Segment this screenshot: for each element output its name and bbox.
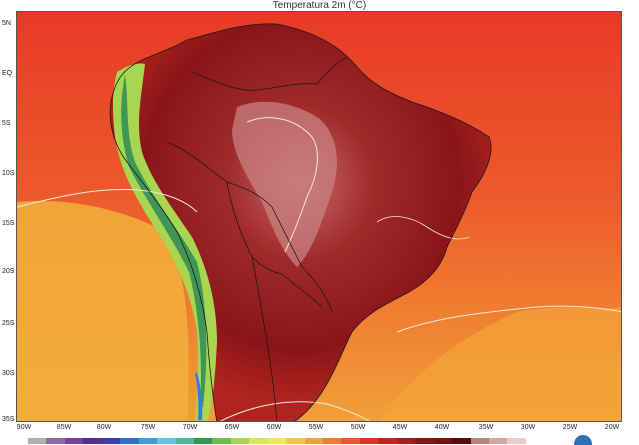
colorbar-swatch bbox=[341, 438, 360, 444]
colorbar-swatch bbox=[304, 438, 323, 444]
colorbar-swatch bbox=[359, 438, 379, 444]
temperature-map bbox=[16, 11, 622, 422]
lon-label-85w: 85W bbox=[56, 424, 72, 431]
andes-peaks bbox=[195, 372, 203, 420]
lat-label-5s: 5S bbox=[2, 120, 11, 127]
colorbar-swatch bbox=[323, 438, 342, 444]
isotherm-contour-3 bbox=[396, 305, 621, 333]
colorbar-swatch bbox=[46, 438, 65, 444]
isotherm-contour-5 bbox=[376, 216, 470, 240]
isotherm-contour-4 bbox=[219, 401, 370, 421]
colorbar-swatch bbox=[83, 438, 102, 444]
lon-label-55w: 55W bbox=[308, 424, 324, 431]
lat-label-eq: EQ bbox=[2, 70, 13, 77]
colorbar-swatch bbox=[138, 438, 158, 444]
andes-cool-strip bbox=[112, 63, 217, 421]
colorbar-swatch bbox=[193, 438, 213, 444]
lat-label-5n: 5N bbox=[2, 20, 11, 27]
lon-label-50w: 50W bbox=[350, 424, 366, 431]
lat-label-20s: 20S bbox=[2, 268, 15, 275]
colorbar-swatch bbox=[286, 438, 305, 444]
lon-label-35w: 35W bbox=[478, 424, 494, 431]
pacific-cool-zone bbox=[17, 201, 189, 421]
colorbar-swatch bbox=[452, 438, 471, 444]
colorbar-swatch bbox=[101, 438, 121, 444]
temperature-colorbar bbox=[28, 438, 526, 444]
lat-label-15s: 15S bbox=[2, 220, 15, 227]
lon-label-60w: 60W bbox=[266, 424, 282, 431]
colorbar-swatch bbox=[470, 438, 489, 444]
country-borders bbox=[109, 23, 492, 421]
lon-label-65w: 65W bbox=[224, 424, 240, 431]
colorbar-swatch bbox=[64, 438, 84, 444]
map-title: Temperatura 2m (°C) bbox=[272, 0, 367, 11]
lon-label-90w: 90W bbox=[16, 424, 32, 431]
lon-label-70w: 70W bbox=[182, 424, 198, 431]
colorbar-swatch bbox=[249, 438, 268, 444]
lon-label-75w: 75W bbox=[140, 424, 156, 431]
colorbar-swatch bbox=[120, 438, 139, 444]
colorbar-swatch bbox=[28, 438, 47, 444]
lon-label-40w: 40W bbox=[434, 424, 450, 431]
colorbar-swatch bbox=[488, 438, 508, 444]
lon-label-30w: 30W bbox=[520, 424, 536, 431]
colorbar-swatch bbox=[230, 438, 250, 444]
lat-label-35s: 35S bbox=[2, 416, 15, 423]
colorbar-swatch bbox=[212, 438, 231, 444]
colorbar-swatch bbox=[507, 438, 526, 444]
colorbar-swatch bbox=[175, 438, 194, 444]
lon-label-25w: 25W bbox=[562, 424, 578, 431]
lon-label-80w: 80W bbox=[96, 424, 112, 431]
colorbar-swatch bbox=[157, 438, 176, 444]
logo-icon bbox=[574, 435, 592, 445]
colorbar-swatch bbox=[415, 438, 434, 444]
isotherm-contour-1 bbox=[17, 189, 198, 213]
lat-label-30s: 30S bbox=[2, 370, 15, 377]
atlantic-cool-zone bbox=[378, 307, 621, 421]
lon-label-45w: 45W bbox=[392, 424, 408, 431]
colorbar-swatch bbox=[378, 438, 397, 444]
isotherm-contour-2 bbox=[246, 117, 318, 253]
lon-label-20w: 20W bbox=[604, 424, 620, 431]
colorbar-swatch bbox=[433, 438, 453, 444]
interior-hot-core bbox=[232, 101, 337, 267]
colorbar-swatch bbox=[267, 438, 287, 444]
lat-label-10s: 10S bbox=[2, 170, 15, 177]
colorbar-swatch bbox=[396, 438, 416, 444]
lat-label-25s: 25S bbox=[2, 320, 15, 327]
